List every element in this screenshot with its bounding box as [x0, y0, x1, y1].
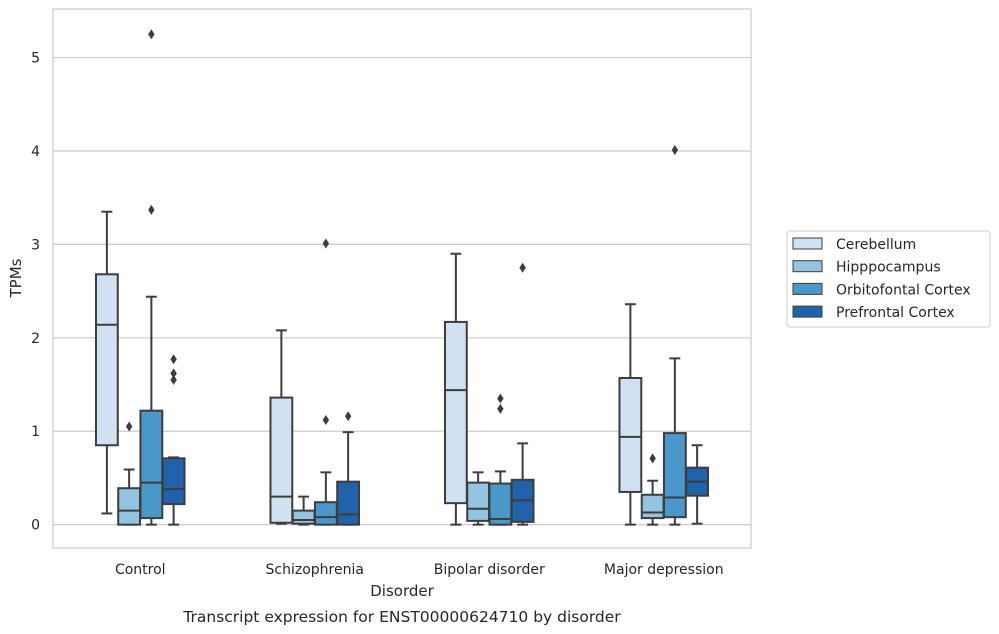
outlier-point — [170, 374, 177, 385]
outlier-point — [125, 421, 133, 432]
legend-swatch — [792, 305, 823, 318]
box-iqr — [640, 493, 665, 520]
plot-frame — [52, 8, 752, 549]
box-prefrontal-cortex — [685, 444, 710, 525]
box-cerebellum — [618, 303, 643, 526]
x-tick-label: Major depression — [604, 562, 724, 578]
x-axis: Control Schizophrenia Bipolar disorder Majo… — [115, 562, 724, 578]
box-prefrontal-cortex — [336, 411, 361, 526]
legend-swatch — [792, 282, 823, 295]
box-cerebellum — [94, 210, 119, 515]
box-iqr — [466, 481, 491, 522]
outlier-point — [671, 145, 679, 156]
outlier-point — [170, 368, 177, 379]
box-prefrontal-cortex — [510, 262, 535, 526]
x-axis-label: Disorder — [370, 582, 434, 600]
outlier-point — [322, 238, 330, 249]
outlier-point — [497, 403, 504, 414]
outlier-point — [344, 411, 352, 422]
legend-label: Prefrontal Cortex — [836, 305, 955, 321]
y-tick-label: 5 — [31, 51, 40, 67]
x-tick-label: Control — [115, 562, 166, 578]
box-iqr — [618, 376, 643, 493]
outlier-point — [649, 453, 656, 464]
box-hipppocampus — [117, 421, 142, 526]
box-iqr — [269, 396, 294, 524]
outlier-point — [148, 204, 155, 215]
legend-label: Hipppocampus — [836, 260, 941, 276]
box-cerebellum — [269, 329, 294, 525]
box-orbitofontal-cortex — [662, 145, 687, 526]
outlier-point — [519, 262, 526, 273]
y-tick-label: 4 — [31, 144, 40, 160]
x-tick-label: Bipolar disorder — [434, 562, 545, 578]
legend-label: Orbitofontal Cortex — [836, 282, 971, 298]
box-cerebellum — [443, 252, 468, 526]
box-iqr — [336, 480, 361, 526]
box-iqr — [94, 273, 119, 447]
y-tick-label: 1 — [31, 424, 40, 440]
legend-swatch — [792, 237, 823, 250]
box-iqr — [443, 320, 468, 505]
legend-frame — [786, 230, 991, 328]
x-tick-label: Schizophrenia — [266, 562, 364, 578]
chart-caption: Transcript expression for ENST0000062471… — [182, 608, 621, 626]
y-tick-label: 3 — [31, 237, 40, 253]
box-iqr — [117, 487, 142, 526]
plot-area — [94, 29, 710, 526]
y-tick-label: 0 — [31, 518, 40, 534]
box-iqr — [662, 432, 687, 519]
outlier-point — [322, 415, 330, 426]
outlier-point — [170, 354, 177, 365]
box-orbitofontal-cortex — [488, 393, 513, 526]
legend-label: Cerebellum — [836, 237, 916, 253]
box-iqr — [139, 409, 164, 520]
legend: Cerebellum Hipppocampus Orbitofontal Corte… — [786, 230, 991, 328]
box-hipppocampus — [640, 453, 665, 526]
box-hipppocampus — [291, 495, 316, 526]
box-prefrontal-cortex — [161, 354, 186, 526]
box-hipppocampus — [466, 471, 491, 526]
box-orbitofontal-cortex — [313, 238, 338, 526]
outlier-point — [497, 393, 504, 404]
outlier-point — [148, 29, 155, 40]
y-tick-label: 2 — [31, 331, 40, 347]
legend-swatch — [792, 260, 823, 273]
y-axis-label: TPMs — [7, 258, 25, 298]
box-iqr — [161, 457, 186, 506]
box-iqr — [291, 509, 316, 525]
y-axis: 0 1 2 3 4 5 — [31, 51, 40, 534]
box-orbitofontal-cortex — [139, 29, 164, 526]
box-iqr — [313, 501, 338, 526]
